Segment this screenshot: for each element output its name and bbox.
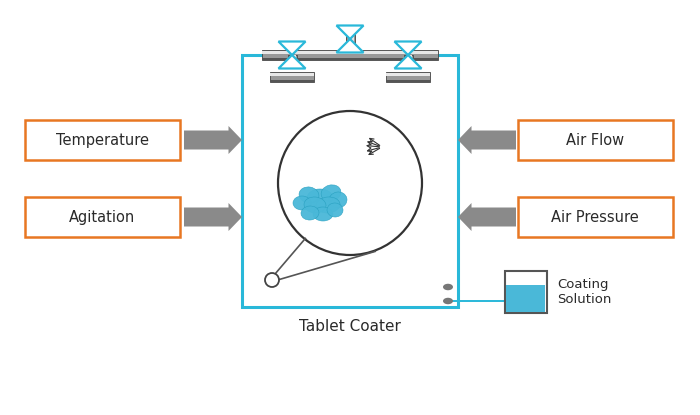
FancyBboxPatch shape [517,120,673,160]
FancyBboxPatch shape [270,72,314,82]
Text: Temperature: Temperature [55,132,148,147]
Polygon shape [458,203,516,231]
FancyBboxPatch shape [517,197,673,237]
Ellipse shape [293,196,311,210]
Ellipse shape [307,189,333,207]
Polygon shape [279,42,305,55]
FancyBboxPatch shape [288,55,290,60]
Text: Tablet Coater: Tablet Coater [299,319,401,334]
Polygon shape [184,203,242,231]
FancyBboxPatch shape [25,197,179,237]
Polygon shape [458,126,516,154]
FancyBboxPatch shape [262,50,438,60]
Ellipse shape [304,197,326,213]
Ellipse shape [316,197,340,213]
Ellipse shape [321,185,341,201]
FancyBboxPatch shape [403,55,405,60]
Text: Air Flow: Air Flow [566,132,624,147]
FancyBboxPatch shape [409,55,412,60]
Polygon shape [184,126,242,154]
Ellipse shape [313,207,333,221]
FancyBboxPatch shape [262,58,438,60]
FancyBboxPatch shape [351,28,354,50]
Ellipse shape [301,206,319,220]
FancyBboxPatch shape [386,73,430,76]
FancyBboxPatch shape [403,55,412,60]
Ellipse shape [299,187,319,203]
FancyBboxPatch shape [386,80,430,82]
Text: Coating
Solution: Coating Solution [557,278,611,306]
Text: Air Pressure: Air Pressure [551,210,639,225]
Polygon shape [279,55,305,68]
FancyBboxPatch shape [386,72,430,82]
FancyBboxPatch shape [505,271,547,313]
Polygon shape [337,39,363,53]
FancyBboxPatch shape [262,51,438,54]
Circle shape [265,273,279,287]
FancyBboxPatch shape [25,120,179,160]
FancyBboxPatch shape [288,55,297,60]
Ellipse shape [443,284,453,290]
Text: Agitation: Agitation [69,210,135,225]
Polygon shape [337,25,363,39]
FancyBboxPatch shape [242,55,458,307]
FancyBboxPatch shape [270,80,314,82]
Ellipse shape [329,192,347,208]
Ellipse shape [327,203,343,217]
Polygon shape [395,55,421,68]
Ellipse shape [443,298,453,304]
FancyBboxPatch shape [293,55,295,60]
FancyBboxPatch shape [346,28,354,50]
FancyBboxPatch shape [507,286,545,312]
FancyBboxPatch shape [270,73,314,76]
FancyBboxPatch shape [346,28,347,50]
Polygon shape [395,42,421,55]
